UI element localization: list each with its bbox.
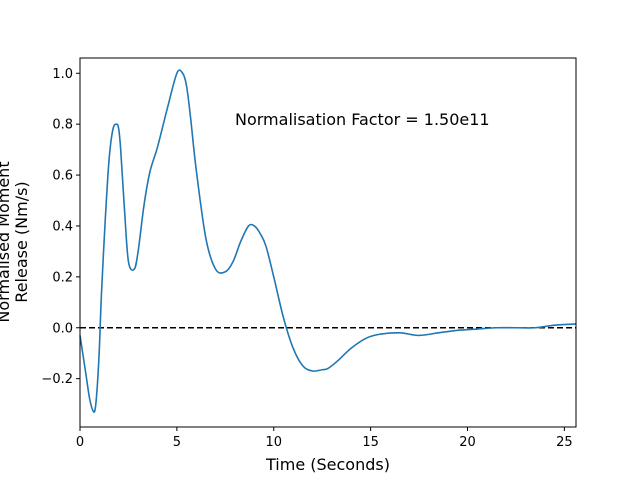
y-tick-label: −0.2 bbox=[41, 372, 73, 387]
x-tick-label: 0 bbox=[76, 435, 84, 450]
y-tick-label: 1.0 bbox=[52, 67, 73, 82]
x-tick-label: 25 bbox=[556, 435, 573, 450]
y-tick-label: 0.0 bbox=[52, 321, 73, 336]
y-axis-label-line-1: Normalised Moment bbox=[0, 161, 13, 322]
annotation-normalisation-factor: Normalisation Factor = 1.50e11 bbox=[235, 110, 490, 129]
series-line-0 bbox=[79, 69, 577, 413]
plot-border bbox=[79, 57, 577, 428]
x-tick-label: 10 bbox=[265, 435, 282, 450]
y-axis-label-line-2: Release (Nm/s) bbox=[12, 181, 31, 302]
x-tick-label: 20 bbox=[459, 435, 476, 450]
y-tick-label: 0.2 bbox=[52, 270, 73, 285]
series-group bbox=[79, 69, 577, 413]
x-axis-label: Time (Seconds) bbox=[265, 455, 390, 474]
x-tick-label: 15 bbox=[362, 435, 379, 450]
x-tick-label: 5 bbox=[173, 435, 181, 450]
y-tick-label: 0.6 bbox=[52, 169, 73, 184]
plot-area bbox=[79, 57, 577, 428]
x-axis: 0 5 10 15 20 25 bbox=[76, 427, 573, 450]
y-axis: −0.2 0.0 0.2 0.4 0.6 0.8 1.0 bbox=[41, 67, 80, 387]
y-tick-label: 0.4 bbox=[52, 219, 73, 234]
y-tick-label: 0.8 bbox=[52, 118, 73, 133]
plot-frame bbox=[80, 58, 576, 427]
